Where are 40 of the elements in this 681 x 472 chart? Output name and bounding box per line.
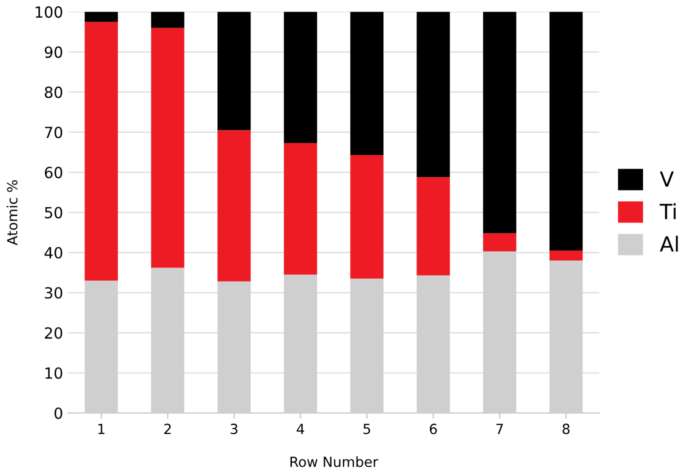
bar	[549, 250, 583, 261]
legend-label: Ti	[660, 203, 676, 220]
y-tick-label: 0	[54, 407, 62, 420]
bar	[483, 233, 516, 252]
bar	[84, 12, 118, 22]
y-tick-label: 100	[36, 6, 62, 18]
bar	[350, 12, 384, 156]
bar	[151, 28, 184, 268]
bar	[284, 142, 318, 275]
x-axis-title: Row Number	[290, 456, 378, 468]
bar	[549, 12, 583, 251]
x-tick-label: 5	[364, 424, 370, 434]
y-tick-label: 90	[44, 46, 62, 58]
y-tick-label: 30	[44, 287, 62, 299]
x-tick-label: 6	[430, 424, 437, 434]
x-tick-label: 1	[98, 424, 104, 434]
x-tick-label: 4	[296, 424, 304, 434]
x-tick-label: 7	[496, 424, 503, 434]
bar	[284, 12, 318, 143]
x-tick-label: 3	[230, 424, 238, 434]
x-tick-label: 2	[164, 424, 171, 434]
bar	[416, 12, 450, 178]
y-tick-label: 20	[44, 327, 62, 339]
bar	[416, 177, 450, 276]
y-tick-label: 40	[44, 246, 62, 259]
y-tick-label: 10	[45, 367, 62, 379]
y-axis-title: Atomic %	[6, 180, 18, 246]
bar	[483, 12, 516, 234]
bar	[217, 12, 251, 130]
y-tick-label: 50	[44, 206, 62, 218]
bar	[350, 155, 384, 279]
y-tick-label: 80	[44, 86, 62, 98]
legend-label: V	[660, 171, 674, 187]
bar	[151, 12, 184, 28]
legend-label: Al	[660, 236, 678, 252]
x-tick-label: 8	[562, 424, 570, 434]
bar	[217, 130, 251, 282]
y-tick-label: 70	[45, 126, 62, 138]
y-tick-label: 60	[44, 166, 62, 178]
bar	[84, 22, 118, 281]
